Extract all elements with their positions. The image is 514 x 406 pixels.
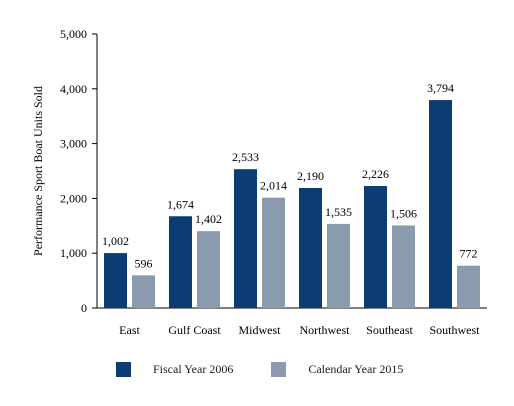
data-label: 2,533 — [232, 150, 259, 164]
data-label: 2,014 — [260, 179, 287, 193]
data-label: 1,674 — [167, 197, 194, 211]
bar-calendar-2015-northwest — [327, 223, 350, 308]
bar-calendar-2015-midwest — [262, 197, 285, 308]
bar-fiscal-2006-northwest — [299, 187, 322, 308]
bars — [104, 100, 480, 308]
data-label: 772 — [460, 247, 478, 261]
y-tick-label: 0 — [81, 301, 87, 315]
data-label: 2,226 — [362, 167, 389, 181]
y-tick-label: 3,000 — [60, 137, 87, 151]
x-tick-label: East — [119, 323, 140, 337]
legend-item-calendar-2015: Calendar Year 2015 — [271, 362, 403, 377]
legend-swatch-fiscal-2006 — [116, 362, 131, 377]
data-label: 1,535 — [325, 205, 352, 219]
legend-swatch-calendar-2015 — [271, 362, 287, 377]
bar-fiscal-2006-southwest — [429, 100, 452, 308]
legend-label-calendar-2015: Calendar Year 2015 — [308, 362, 404, 376]
legend: Fiscal Year 2006 Calendar Year 2015 — [116, 362, 441, 377]
data-label: 1,506 — [390, 206, 417, 220]
bar-calendar-2015-southeast — [392, 225, 415, 308]
bar-fiscal-2006-east — [104, 253, 127, 308]
bar-calendar-2015-southwest — [457, 265, 480, 308]
y-tick-label: 5,000 — [60, 27, 87, 41]
x-tick-label: Midwest — [239, 323, 282, 337]
bar-calendar-2015-east — [132, 275, 155, 308]
axes: 0 1,000 2,000 3,000 4,000 5,000 East Gulf Coast… — [60, 27, 487, 337]
x-tick-label: Southeast — [366, 323, 413, 337]
bar-fiscal-2006-midwest — [234, 169, 257, 308]
legend-item-fiscal-2006: Fiscal Year 2006 — [116, 362, 233, 377]
x-tick-label: Northwest — [300, 323, 351, 337]
legend-label-fiscal-2006: Fiscal Year 2006 — [153, 362, 234, 376]
y-tick-label: 1,000 — [60, 246, 87, 260]
x-tick-label: Gulf Coast — [168, 323, 221, 337]
data-label: 2,190 — [297, 169, 324, 183]
y-tick-label: 4,000 — [60, 82, 87, 96]
y-tick-label: 2,000 — [60, 191, 87, 205]
x-tick-label: Southwest — [429, 323, 480, 337]
data-label: 1,002 — [102, 234, 129, 248]
y-axis-title: Performance Sport Boat Units Sold — [31, 86, 45, 256]
data-label: 1,402 — [195, 212, 222, 226]
data-label: 3,794 — [427, 81, 454, 95]
data-label: 596 — [135, 256, 153, 270]
bar-calendar-2015-gulf-coast — [197, 231, 220, 308]
bar-fiscal-2006-gulf-coast — [169, 216, 192, 308]
bar-fiscal-2006-southeast — [364, 186, 387, 308]
